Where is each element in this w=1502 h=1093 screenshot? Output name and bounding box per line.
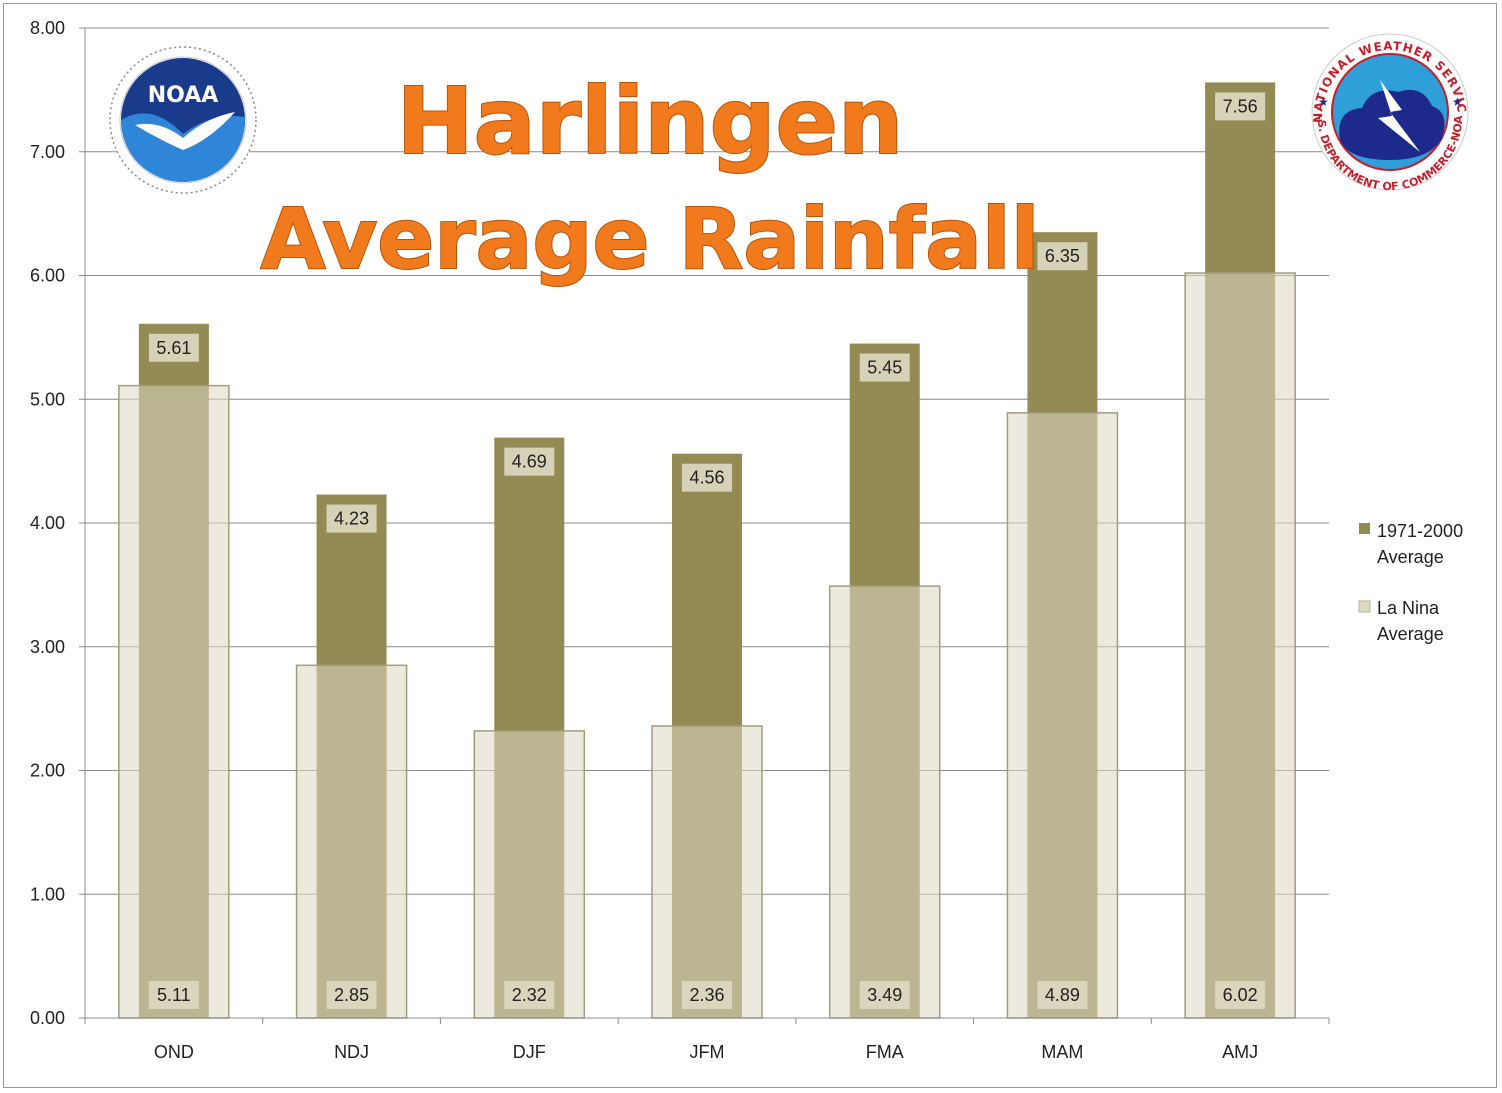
y-tick-label: 2.00 <box>30 761 65 781</box>
y-tick-label: 6.00 <box>30 266 65 286</box>
data-label-la-nina-box <box>148 981 199 1009</box>
bar-la-nina <box>1184 272 1296 1019</box>
y-tick-label: 8.00 <box>30 18 65 38</box>
bar-la-nina <box>828 585 941 1019</box>
x-tick-label: JFM <box>690 1042 725 1062</box>
bar-la-nina <box>118 384 230 1019</box>
legend-label-la-nina-line1: La Nina <box>1377 598 1440 618</box>
noaa-logo: NOAA <box>109 46 257 194</box>
data-label-1971-2000: 5.61 <box>156 338 191 358</box>
legend-item-la-nina: La Nina Average <box>1358 598 1444 644</box>
bar-la-nina <box>651 725 763 1019</box>
data-labels: 5.61 5.11 4.23 2.85 4.69 2.32 4.56 2.36 5.45 3.49… <box>148 92 1266 1009</box>
legend-swatch-1971-2000 <box>1359 523 1370 534</box>
data-label-1971-2000: 4.23 <box>334 509 369 529</box>
noaa-logo-text: NOAA <box>148 83 219 108</box>
data-label-la-nina: 2.36 <box>689 985 724 1005</box>
data-label-la-nina: 3.49 <box>867 985 902 1005</box>
y-tick-label: 0.00 <box>30 1008 65 1028</box>
data-label-1971-2000: 4.56 <box>689 468 724 488</box>
data-label-la-nina: 4.89 <box>1045 985 1080 1005</box>
data-label-1971-2000-box <box>1037 242 1088 271</box>
data-label-1971-2000-box <box>859 353 910 382</box>
x-tick-label: AMJ <box>1222 1042 1258 1062</box>
legend: 1971-2000 Average La Nina Average <box>1358 521 1463 644</box>
data-label-1971-2000: 4.69 <box>512 452 547 472</box>
bar-la-nina <box>1006 412 1119 1019</box>
legend-label-1971-2000-line2: Average <box>1377 547 1444 567</box>
data-label-1971-2000-box <box>682 463 732 492</box>
data-label-la-nina-box <box>1215 981 1266 1009</box>
data-label-la-nina-box <box>859 981 910 1009</box>
data-label-1971-2000: 5.45 <box>867 358 902 378</box>
data-label-1971-2000-box <box>1215 92 1266 121</box>
data-label-1971-2000: 7.56 <box>1223 96 1258 116</box>
star-icon: ★ <box>1318 95 1329 109</box>
chart-title-line2: Average Rainfall <box>261 190 1040 288</box>
y-tick-label: 4.00 <box>30 513 65 533</box>
data-label-la-nina-box <box>1037 981 1088 1009</box>
data-label-1971-2000-box <box>504 447 555 476</box>
series-la-nina-bars <box>118 272 1296 1019</box>
data-label-la-nina-box <box>504 981 555 1009</box>
data-label-1971-2000-box <box>148 333 199 362</box>
x-axis: OND NDJ DJF JFM FMA MAM AMJ <box>84 28 1330 1062</box>
bar-la-nina <box>473 730 586 1019</box>
data-label-la-nina-box <box>326 981 377 1009</box>
y-tick-label: 3.00 <box>30 637 65 657</box>
legend-swatch-la-nina <box>1358 600 1371 613</box>
legend-item-1971-2000: 1971-2000 Average <box>1359 521 1463 567</box>
y-tick-label: 7.00 <box>30 142 65 162</box>
data-label-la-nina: 6.02 <box>1223 985 1258 1005</box>
y-tick-label: 5.00 <box>30 389 65 409</box>
data-label-la-nina-box <box>682 981 732 1009</box>
x-tick-label: MAM <box>1041 1042 1083 1062</box>
x-tick-label: NDJ <box>334 1042 369 1062</box>
bar-la-nina <box>295 664 408 1019</box>
data-label-1971-2000-box <box>326 504 377 533</box>
x-tick-label: DJF <box>513 1042 546 1062</box>
y-tick-label: 1.00 <box>30 884 65 904</box>
gridlines <box>85 27 1329 895</box>
legend-label-1971-2000-line1: 1971-2000 <box>1377 521 1463 541</box>
data-label-la-nina: 5.11 <box>157 985 191 1005</box>
x-tick-label: OND <box>154 1042 194 1062</box>
chart-title-line1: Harlingen <box>397 68 904 175</box>
data-label-1971-2000: 6.35 <box>1045 246 1080 266</box>
legend-label-la-nina-line2: Average <box>1377 624 1444 644</box>
data-label-la-nina: 2.85 <box>334 985 369 1005</box>
y-axis-ticks: 0.00 1.00 2.00 3.00 4.00 5.00 6.00 7.00 8.00 <box>30 18 85 1028</box>
star-icon: ★ <box>1452 95 1463 109</box>
data-label-la-nina: 2.32 <box>512 985 547 1005</box>
x-tick-label: FMA <box>866 1042 904 1062</box>
